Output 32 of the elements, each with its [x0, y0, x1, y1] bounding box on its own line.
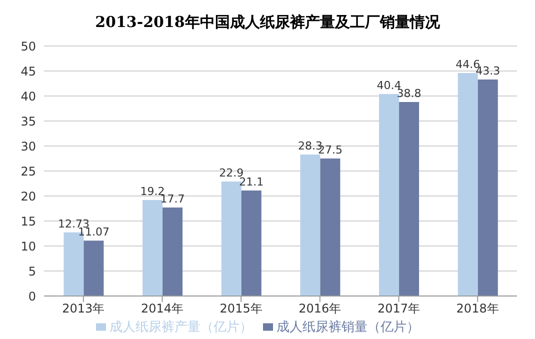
bar	[399, 102, 420, 296]
x-tick-label: 2017年	[377, 302, 420, 316]
bar	[458, 73, 478, 296]
y-tick-label: 30	[20, 139, 36, 154]
x-tick-label: 2013年	[62, 302, 105, 316]
y-tick-label: 25	[20, 164, 36, 178]
x-tick-label: 2014年	[140, 302, 184, 316]
y-tick-label: 5	[28, 264, 36, 278]
y-tick-label: 15	[20, 214, 36, 228]
x-tick-label: 2016年	[298, 302, 342, 316]
bar	[379, 94, 400, 296]
chart-title: 2013-2018年中国成人纸尿裤产量及工厂销量情况	[94, 12, 441, 33]
bar	[221, 182, 242, 296]
y-tick-label: 35	[20, 114, 36, 128]
bar	[162, 208, 183, 296]
y-tick-label: 50	[20, 39, 36, 54]
y-tick-label: 10	[20, 239, 36, 254]
x-tick-label: 2018年	[456, 302, 499, 316]
bar	[142, 200, 163, 296]
data-label: 21.1	[239, 176, 264, 188]
y-tick-label: 0	[28, 289, 36, 304]
y-tick-label: 45	[20, 64, 36, 78]
bar	[478, 80, 498, 296]
legend-label: 成人纸尿裤销量（亿片）	[276, 320, 420, 335]
y-tick-label: 40	[20, 89, 36, 104]
y-tick-label: 20	[20, 189, 36, 204]
x-tick-label: 2015年	[220, 302, 262, 316]
bar	[84, 240, 104, 296]
bar	[300, 154, 320, 296]
bar	[241, 190, 262, 296]
bar	[320, 158, 340, 296]
legend-label: 成人纸尿裤产量（亿片）	[110, 320, 252, 335]
